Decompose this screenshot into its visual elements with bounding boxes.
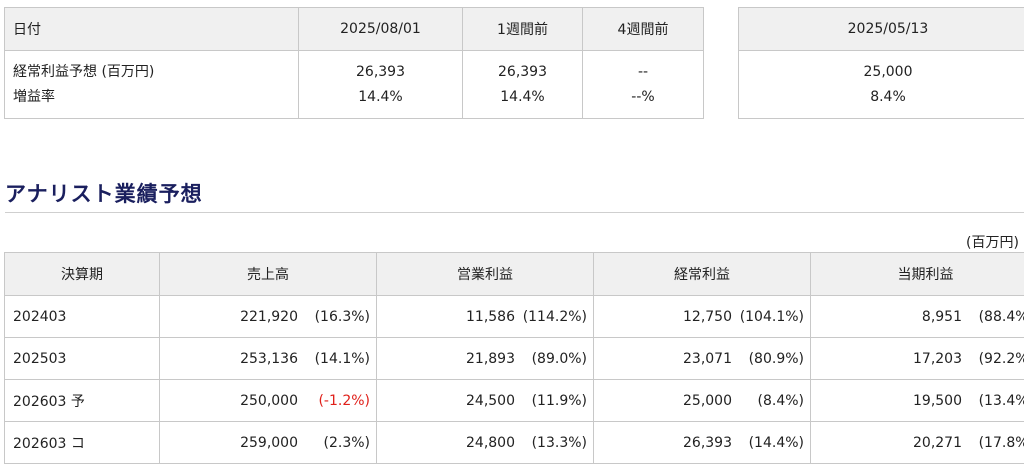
sales-value: 253,136 [240,351,298,367]
consensus-table: 日付 2025/08/01 1週間前 4週間前 経常利益予想 (百万円) 増益率… [4,7,704,119]
operating-profit-value: 24,500 [466,393,515,409]
table-row: 202403 221,920(16.3%) 11,586(114.2%) 12,… [5,296,1024,338]
ordinary-profit-growth: (104.1%) [732,309,804,325]
ordinary-profit-value: 12,750 [683,309,732,325]
fiscal-period: 202403 [5,296,160,338]
sales-growth: (14.1%) [298,351,370,367]
operating-profit-cell: 11,586(114.2%) [377,296,594,338]
consensus-1week-profit: 26,393 [463,60,582,85]
operating-profit-growth: (11.9%) [515,393,587,409]
ordinary-profit-value: 25,000 [683,393,732,409]
sales-growth: (2.3%) [298,435,370,451]
growth-rate-label: 増益率 [13,85,298,110]
consensus-4week-profit: -- [583,60,703,85]
past-consensus-values: 25,000 8.4% [739,51,1024,119]
sales-cell: 250,000(-1.2%) [160,380,377,422]
ordinary-profit-growth: (80.9%) [732,351,804,367]
header-fiscal-period: 決算期 [5,253,160,296]
consensus-row-labels: 経常利益予想 (百万円) 増益率 [5,51,299,119]
forecast-header-row: 決算期 売上高 営業利益 経常利益 当期利益 [5,253,1024,296]
ordinary-profit-cell: 26,393(14.4%) [594,422,811,464]
net-profit-value: 17,203 [913,351,962,367]
consensus-header-date-label: 日付 [5,8,299,51]
past-consensus-table: 2025/05/13 25,000 8.4% [738,7,1024,119]
consensus-current-growth: 14.4% [299,85,462,110]
net-profit-growth: (13.4%) [962,393,1024,409]
net-profit-value: 19,500 [913,393,962,409]
net-profit-value: 8,951 [922,309,962,325]
header-sales: 売上高 [160,253,377,296]
sales-value: 221,920 [240,309,298,325]
consensus-header-4week: 4週間前 [583,8,704,51]
consensus-1week-values: 26,393 14.4% [463,51,583,119]
sales-cell: 259,000(2.3%) [160,422,377,464]
fiscal-period: 202603 予 [5,380,160,422]
ordinary-profit-cell: 25,000(8.4%) [594,380,811,422]
sales-growth: (16.3%) [298,309,370,325]
ordinary-profit-cell: 12,750(104.1%) [594,296,811,338]
operating-profit-growth: (13.3%) [515,435,587,451]
ordinary-profit-forecast-label: 経常利益予想 (百万円) [13,60,298,85]
consensus-current-profit: 26,393 [299,60,462,85]
operating-profit-cell: 24,800(13.3%) [377,422,594,464]
ordinary-profit-cell: 23,071(80.9%) [594,338,811,380]
analyst-forecast-table: 決算期 売上高 営業利益 経常利益 当期利益 202403 221,920(16… [4,252,1024,464]
net-profit-value: 20,271 [913,435,962,451]
unit-label: (百万円) [966,232,1019,252]
net-profit-cell: 8,951(88.4%) [811,296,1024,338]
net-profit-cell: 19,500(13.4%) [811,380,1024,422]
past-consensus-growth: 8.4% [739,85,1024,110]
sales-value: 250,000 [240,393,298,409]
table-row: 202503 253,136(14.1%) 21,893(89.0%) 23,0… [5,338,1024,380]
table-row: 202603 コ 259,000(2.3%) 24,800(13.3%) 26,… [5,422,1024,464]
operating-profit-value: 11,586 [466,309,515,325]
consensus-1week-growth: 14.4% [463,85,582,110]
consensus-header-row: 日付 2025/08/01 1週間前 4週間前 [5,8,704,51]
sales-cell: 221,920(16.3%) [160,296,377,338]
fiscal-period: 202503 [5,338,160,380]
net-profit-growth: (17.8%) [962,435,1024,451]
ordinary-profit-value: 23,071 [683,351,732,367]
operating-profit-cell: 21,893(89.0%) [377,338,594,380]
consensus-4week-growth: --% [583,85,703,110]
consensus-current-values: 26,393 14.4% [299,51,463,119]
past-consensus-profit: 25,000 [739,60,1024,85]
past-consensus-date: 2025/05/13 [739,8,1024,51]
ordinary-profit-value: 26,393 [683,435,732,451]
sales-growth-negative: (-1.2%) [298,393,370,409]
sales-cell: 253,136(14.1%) [160,338,377,380]
past-consensus-data-row: 25,000 8.4% [739,51,1024,119]
net-profit-cell: 20,271(17.8%) [811,422,1024,464]
consensus-4week-values: -- --% [583,51,704,119]
ordinary-profit-growth: (14.4%) [732,435,804,451]
operating-profit-value: 24,800 [466,435,515,451]
consensus-header-current-date: 2025/08/01 [299,8,463,51]
net-profit-cell: 17,203(92.2%) [811,338,1024,380]
operating-profit-growth: (114.2%) [515,309,587,325]
table-row: 202603 予 250,000(-1.2%) 24,500(11.9%) 25… [5,380,1024,422]
consensus-header-1week: 1週間前 [463,8,583,51]
section-divider [5,212,1024,213]
sales-value: 259,000 [240,435,298,451]
ordinary-profit-growth: (8.4%) [732,393,804,409]
header-net-profit: 当期利益 [811,253,1024,296]
operating-profit-value: 21,893 [466,351,515,367]
past-consensus-header-row: 2025/05/13 [739,8,1024,51]
operating-profit-cell: 24,500(11.9%) [377,380,594,422]
header-operating-profit: 営業利益 [377,253,594,296]
consensus-data-row: 経常利益予想 (百万円) 増益率 26,393 14.4% 26,393 14.… [5,51,704,119]
net-profit-growth: (92.2%) [962,351,1024,367]
section-title: アナリスト業績予想 [5,178,203,208]
operating-profit-growth: (89.0%) [515,351,587,367]
header-ordinary-profit: 経常利益 [594,253,811,296]
net-profit-growth: (88.4%) [962,309,1024,325]
fiscal-period: 202603 コ [5,422,160,464]
